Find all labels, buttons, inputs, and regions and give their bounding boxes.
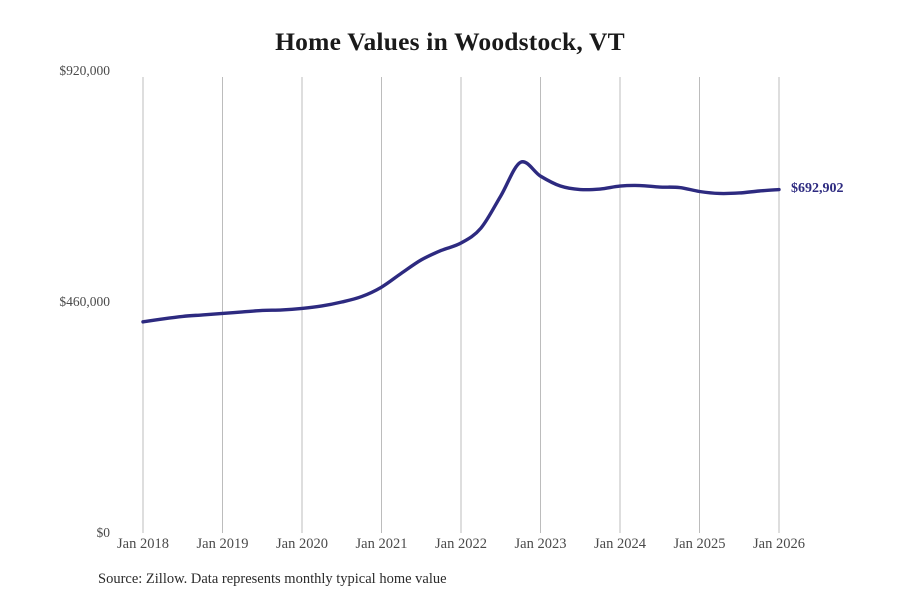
y-axis-tick-label-920000: $920,000 bbox=[59, 63, 110, 78]
x-gridlines bbox=[142, 77, 780, 533]
source-note: Source: Zillow. Data represents monthly … bbox=[98, 571, 447, 587]
x-axis-tick-label-jan-2021: Jan 2021 bbox=[355, 536, 408, 552]
x-axis-tick-label-jan-2022: Jan 2022 bbox=[435, 536, 487, 552]
data-series-line bbox=[141, 160, 781, 324]
y-axis-tick-label-0: $0 bbox=[96, 525, 111, 540]
chart-title: Home Values in Woodstock, VT bbox=[275, 27, 625, 56]
x-axis-tick-label-jan-2020: Jan 2020 bbox=[276, 536, 328, 552]
x-axis-tick-label-jan-2023: Jan 2023 bbox=[514, 536, 567, 552]
end-value-annotation: $692,902 bbox=[791, 180, 844, 196]
x-axis-tick-label-jan-2024: Jan 2024 bbox=[594, 536, 646, 552]
x-axis-tick-label-jan-2025: Jan 2025 bbox=[673, 536, 726, 552]
x-axis-tick-label-jan-2018: Jan 2018 bbox=[117, 536, 169, 552]
y-axis-tick-label-460000: $460,000 bbox=[59, 294, 110, 309]
x-axis-tick-label-jan-2019: Jan 2019 bbox=[196, 536, 249, 552]
x-axis-tick-label-jan-2026: Jan 2026 bbox=[753, 536, 805, 552]
